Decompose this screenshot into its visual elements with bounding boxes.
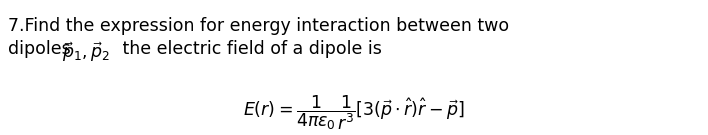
Text: $\vec{p}_1, \vec{p}_2$: $\vec{p}_1, \vec{p}_2$	[62, 40, 110, 64]
Text: the electric field of a dipole is: the electric field of a dipole is	[117, 40, 382, 58]
Text: 7.Find the expression for energy interaction between two: 7.Find the expression for energy interac…	[8, 17, 509, 35]
Text: dipoles: dipoles	[8, 40, 76, 58]
Text: $E(r) = \dfrac{1}{4\pi\epsilon_0}\dfrac{1}{r^3}[3(\vec{p}\cdot\hat{r})\hat{r} - : $E(r) = \dfrac{1}{4\pi\epsilon_0}\dfrac{…	[244, 93, 464, 131]
